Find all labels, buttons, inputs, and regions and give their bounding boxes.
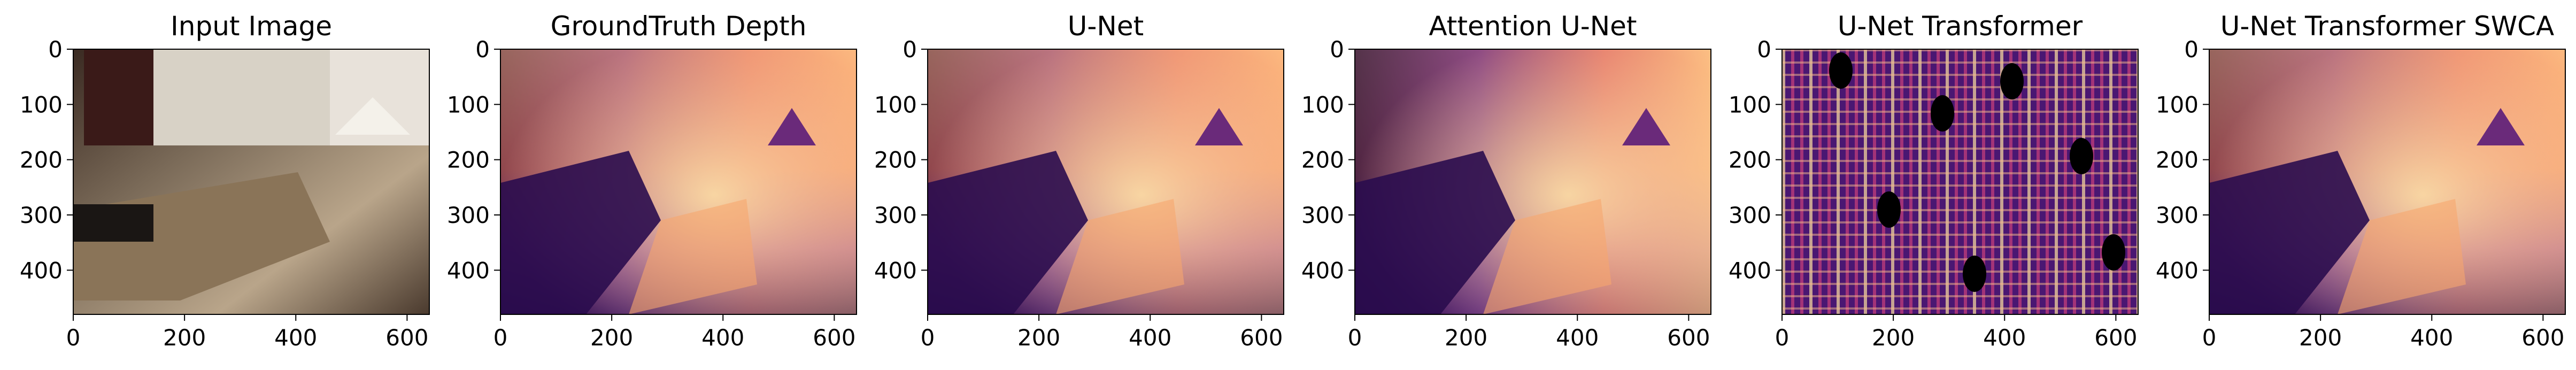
panel-image [2209,49,2565,314]
x-tick-label: 600 [385,325,428,351]
axes-frame [500,49,857,315]
y-tick-label: 300 [1729,202,1771,228]
y-tick-label: 300 [20,202,63,228]
y-tick-label: 0 [475,36,490,63]
x-tick-label: 400 [1983,325,2026,351]
y-tick-label: 100 [20,91,63,118]
panel-title: U-Net [1068,11,1144,42]
y-tick-label: 400 [20,257,63,283]
panel-image [500,49,857,314]
x-tick-label: 200 [590,325,633,351]
panel-image [928,49,1284,314]
axes-frame [73,49,430,315]
y-tick-label: 400 [874,257,917,283]
panel-5: U-Net Transformer SWCA 0 200 400 600 0 100 200 3… [2156,11,2566,351]
x-tick-label: 0 [921,325,935,351]
y-tick-label: 100 [1729,91,1771,118]
y-tick-label: 0 [48,36,63,63]
x-tick-label: 200 [1017,325,1060,351]
x-tick-label: 600 [1240,325,1283,351]
axes-frame [1354,49,1711,315]
y-tick-label: 300 [874,202,917,228]
panel-title: U-Net Transformer [1838,11,2083,42]
y-tick-label: 200 [1301,147,1344,173]
axes-frame [1781,49,2139,315]
x-tick-label: 0 [1348,325,1362,351]
y-tick-label: 200 [874,147,917,173]
y-tick-label: 300 [447,202,490,228]
panel-image [73,49,429,314]
x-tick-label: 400 [701,325,744,351]
y-tick-label: 200 [20,147,63,173]
panel-0: Input Image 0 200 400 600 0 100 200 300 400 [20,11,430,351]
panel-1: GroundTruth Depth 0 200 400 600 0 100 200 300 400 [447,11,857,351]
y-tick-label: 0 [1330,36,1344,63]
y-tick-label: 300 [1301,202,1344,228]
x-tick-label: 400 [1556,325,1599,351]
x-tick-label: 0 [2202,325,2217,351]
panel-image [1355,49,1711,314]
x-tick-label: 600 [2094,325,2137,351]
x-tick-label: 200 [163,325,206,351]
y-tick-label: 0 [2184,36,2199,63]
panel-title: Input Image [171,11,332,42]
axes-frame [2209,49,2566,315]
x-tick-label: 400 [1129,325,1171,351]
y-tick-label: 200 [2156,147,2199,173]
x-tick-label: 0 [66,325,81,351]
x-tick-label: 200 [1445,325,1487,351]
y-tick-label: 0 [1757,36,1771,63]
y-tick-label: 100 [447,91,490,118]
panel-title: U-Net Transformer SWCA [2220,11,2555,42]
x-tick-label: 200 [2299,325,2342,351]
panel-2: U-Net 0 200 400 600 0 100 200 300 400 [874,11,1284,351]
y-tick-label: 200 [1729,147,1771,173]
panel-3: Attention U-Net 0 200 400 600 0 100 200 300 400 [1301,11,1711,351]
y-tick-label: 100 [1301,91,1344,118]
y-tick-label: 400 [447,257,490,283]
y-tick-label: 400 [1301,257,1344,283]
x-tick-label: 600 [2521,325,2564,351]
y-tick-label: 100 [2156,91,2199,118]
panel-image [1782,49,2138,314]
x-tick-label: 0 [1775,325,1790,351]
x-tick-label: 600 [1667,325,1710,351]
x-tick-label: 400 [274,325,317,351]
y-tick-label: 0 [903,36,917,63]
y-tick-label: 300 [2156,202,2199,228]
panel-title: GroundTruth Depth [551,11,807,42]
axes-frame [927,49,1284,315]
x-tick-label: 200 [1872,325,1915,351]
y-tick-label: 400 [2156,257,2199,283]
x-tick-label: 400 [2410,325,2453,351]
panel-title: Attention U-Net [1429,11,1637,42]
y-tick-label: 100 [874,91,917,118]
y-tick-label: 200 [447,147,490,173]
x-tick-label: 600 [813,325,855,351]
panel-4: U-Net Transformer 0 200 400 600 0 100 200 300 400 [1729,11,2139,351]
y-tick-label: 400 [1729,257,1771,283]
x-tick-label: 0 [493,325,508,351]
